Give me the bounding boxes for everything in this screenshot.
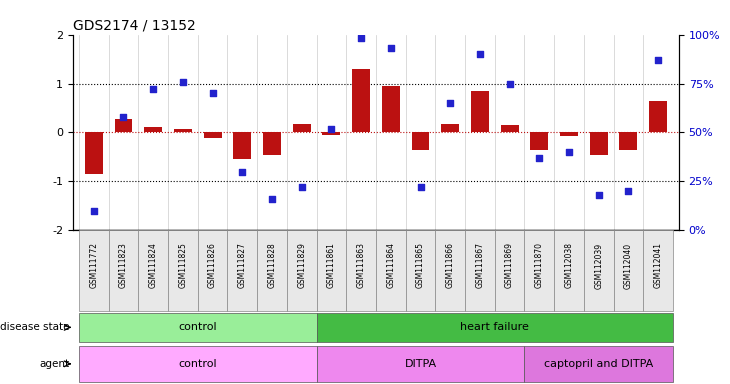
FancyBboxPatch shape bbox=[465, 230, 495, 311]
Bar bbox=[145, 127, 162, 132]
Point bbox=[326, 126, 337, 132]
Point bbox=[88, 208, 99, 214]
Point bbox=[118, 114, 129, 120]
Point bbox=[147, 86, 159, 93]
Text: GSM111825: GSM111825 bbox=[178, 243, 188, 288]
FancyBboxPatch shape bbox=[168, 230, 198, 311]
Bar bbox=[204, 132, 221, 138]
Text: GSM111829: GSM111829 bbox=[297, 243, 306, 288]
Bar bbox=[263, 132, 281, 156]
FancyBboxPatch shape bbox=[228, 230, 257, 311]
Text: GSM111824: GSM111824 bbox=[149, 243, 158, 288]
Text: control: control bbox=[178, 322, 217, 333]
FancyBboxPatch shape bbox=[524, 230, 554, 311]
FancyBboxPatch shape bbox=[613, 230, 643, 311]
FancyBboxPatch shape bbox=[643, 230, 673, 311]
Bar bbox=[174, 129, 192, 132]
Point bbox=[385, 45, 396, 51]
Text: control: control bbox=[178, 359, 217, 369]
FancyBboxPatch shape bbox=[346, 230, 376, 311]
Bar bbox=[317, 346, 524, 382]
Point bbox=[474, 51, 485, 57]
FancyBboxPatch shape bbox=[198, 230, 228, 311]
Point bbox=[356, 35, 367, 41]
Bar bbox=[79, 346, 317, 382]
Point bbox=[237, 169, 248, 175]
Bar bbox=[560, 132, 578, 136]
Point bbox=[415, 184, 426, 190]
Bar bbox=[115, 119, 132, 132]
Bar bbox=[317, 313, 673, 342]
Text: heart failure: heart failure bbox=[461, 322, 529, 333]
Text: DITPA: DITPA bbox=[404, 359, 437, 369]
Bar bbox=[293, 124, 310, 132]
Bar bbox=[471, 91, 489, 132]
Text: disease state: disease state bbox=[0, 322, 69, 333]
Point bbox=[593, 192, 604, 198]
Text: GDS2174 / 13152: GDS2174 / 13152 bbox=[73, 18, 196, 32]
Point bbox=[445, 100, 456, 106]
Point bbox=[534, 155, 545, 161]
Bar bbox=[412, 132, 429, 150]
FancyBboxPatch shape bbox=[109, 230, 139, 311]
Text: GSM111866: GSM111866 bbox=[446, 243, 455, 288]
FancyBboxPatch shape bbox=[139, 230, 168, 311]
Text: GSM111827: GSM111827 bbox=[238, 243, 247, 288]
Point bbox=[504, 81, 515, 87]
Text: GSM112040: GSM112040 bbox=[624, 243, 633, 289]
Text: GSM111861: GSM111861 bbox=[327, 243, 336, 288]
FancyBboxPatch shape bbox=[287, 230, 317, 311]
Bar bbox=[79, 313, 317, 342]
Bar bbox=[352, 69, 370, 132]
FancyBboxPatch shape bbox=[584, 230, 613, 311]
Bar bbox=[85, 132, 103, 174]
Text: GSM112039: GSM112039 bbox=[594, 243, 603, 289]
Point bbox=[266, 196, 278, 202]
Point bbox=[653, 57, 664, 63]
Bar bbox=[620, 132, 637, 150]
Text: GSM111864: GSM111864 bbox=[386, 243, 396, 288]
FancyBboxPatch shape bbox=[317, 230, 346, 311]
FancyBboxPatch shape bbox=[406, 230, 435, 311]
Text: GSM111870: GSM111870 bbox=[535, 243, 544, 288]
Text: agent: agent bbox=[39, 359, 69, 369]
Point bbox=[563, 149, 575, 155]
Bar bbox=[382, 86, 400, 132]
Text: GSM111869: GSM111869 bbox=[505, 243, 514, 288]
Bar bbox=[501, 125, 518, 132]
Bar bbox=[323, 132, 340, 135]
Bar bbox=[442, 124, 459, 132]
Point bbox=[177, 78, 189, 84]
Text: captopril and DITPA: captopril and DITPA bbox=[544, 359, 653, 369]
FancyBboxPatch shape bbox=[495, 230, 524, 311]
Text: GSM111863: GSM111863 bbox=[356, 243, 366, 288]
FancyBboxPatch shape bbox=[79, 230, 109, 311]
Bar bbox=[590, 132, 607, 154]
FancyBboxPatch shape bbox=[376, 230, 406, 311]
Text: GSM112041: GSM112041 bbox=[653, 243, 663, 288]
FancyBboxPatch shape bbox=[257, 230, 287, 311]
Bar bbox=[234, 132, 251, 159]
Bar bbox=[524, 346, 673, 382]
Text: GSM112038: GSM112038 bbox=[564, 243, 574, 288]
Point bbox=[207, 90, 218, 96]
Text: GSM111828: GSM111828 bbox=[267, 243, 277, 288]
Point bbox=[623, 188, 634, 194]
Point bbox=[296, 184, 307, 190]
FancyBboxPatch shape bbox=[435, 230, 465, 311]
Text: GSM111772: GSM111772 bbox=[89, 243, 99, 288]
Text: GSM111826: GSM111826 bbox=[208, 243, 217, 288]
Text: GSM111865: GSM111865 bbox=[416, 243, 425, 288]
Bar bbox=[531, 132, 548, 150]
Text: GSM111867: GSM111867 bbox=[475, 243, 485, 288]
FancyBboxPatch shape bbox=[554, 230, 584, 311]
Text: GSM111823: GSM111823 bbox=[119, 243, 128, 288]
Bar bbox=[649, 101, 667, 132]
